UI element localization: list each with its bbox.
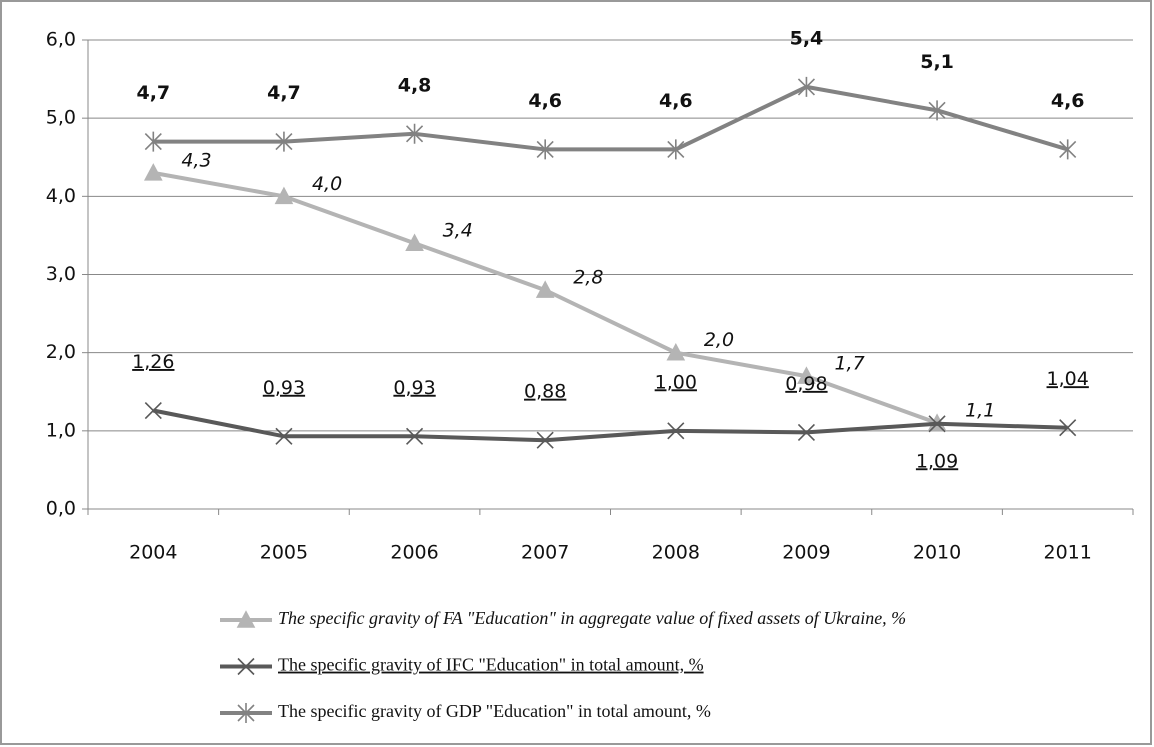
marker: [535, 280, 555, 298]
data-label: 2,8: [573, 267, 603, 289]
marker: [405, 233, 424, 252]
data-label: 1,00: [655, 371, 697, 393]
data-label: 0,88: [524, 381, 566, 403]
data-label: 0,93: [393, 377, 435, 399]
data-label: 0,93: [263, 377, 305, 399]
marker: [536, 139, 554, 160]
marker: [666, 342, 686, 361]
y-tick-label: 6,0: [46, 29, 76, 51]
data-label: 4,7: [267, 82, 301, 104]
marker: [144, 401, 162, 420]
marker: [275, 427, 293, 445]
y-tick-label: 5,0: [46, 107, 76, 129]
marker: [143, 163, 163, 181]
data-label: 4,0: [312, 173, 342, 195]
marker: [275, 131, 293, 152]
data-label: 5,4: [790, 27, 824, 49]
data-label: 4,8: [398, 74, 432, 96]
data-label: 4,6: [1051, 90, 1085, 112]
data-label: 4,6: [528, 90, 562, 112]
marker: [1059, 139, 1077, 160]
x-tick-label: 2010: [913, 542, 961, 564]
marker: [405, 427, 424, 445]
data-label: 1,09: [916, 450, 958, 472]
data-label: 3,4: [443, 220, 473, 242]
marker: [236, 610, 256, 628]
marker: [667, 139, 685, 160]
y-tick-label: 2,0: [46, 341, 76, 363]
marker: [274, 186, 294, 205]
marker: [237, 703, 255, 723]
marker: [536, 431, 554, 449]
data-label: 4,6: [659, 90, 693, 112]
data-label: 1,1: [965, 400, 995, 422]
marker: [667, 422, 685, 440]
x-tick-label: 2004: [129, 542, 177, 564]
legend-label: The specific gravity of GDP "Education" …: [278, 701, 711, 721]
marker: [928, 100, 946, 121]
y-tick-label: 4,0: [46, 185, 76, 207]
data-label: 4,3: [181, 149, 211, 171]
series-line: [153, 84, 1069, 152]
y-tick-label: 1,0: [46, 419, 76, 441]
data-label: 0,98: [785, 373, 827, 395]
marker: [797, 76, 816, 97]
legend-label: The specific gravity of FA "Education" i…: [278, 608, 906, 628]
marker: [797, 366, 816, 384]
series-line: [152, 408, 1068, 443]
marker: [405, 123, 424, 144]
legend-label: The specific gravity of IFC "Education" …: [278, 655, 704, 675]
data-label: 1,04: [1047, 368, 1089, 390]
marker: [237, 657, 255, 676]
data-label: 4,7: [136, 82, 170, 104]
data-label: 5,1: [920, 51, 954, 73]
data-label: 1,26: [132, 351, 174, 373]
x-tick-label: 2009: [782, 542, 830, 564]
x-tick-label: 2007: [521, 542, 569, 564]
marker: [928, 415, 946, 433]
marker: [144, 131, 162, 152]
marker: [797, 423, 816, 441]
y-tick-label: 3,0: [46, 263, 76, 285]
x-tick-label: 2011: [1044, 542, 1092, 564]
data-label: 2,0: [704, 329, 734, 351]
marker: [1059, 419, 1077, 437]
data-label: 1,7: [834, 353, 864, 375]
x-tick-label: 2005: [260, 542, 308, 564]
x-tick-label: 2006: [390, 542, 438, 564]
y-tick-label: 0,0: [46, 498, 76, 520]
x-tick-label: 2008: [652, 542, 700, 564]
